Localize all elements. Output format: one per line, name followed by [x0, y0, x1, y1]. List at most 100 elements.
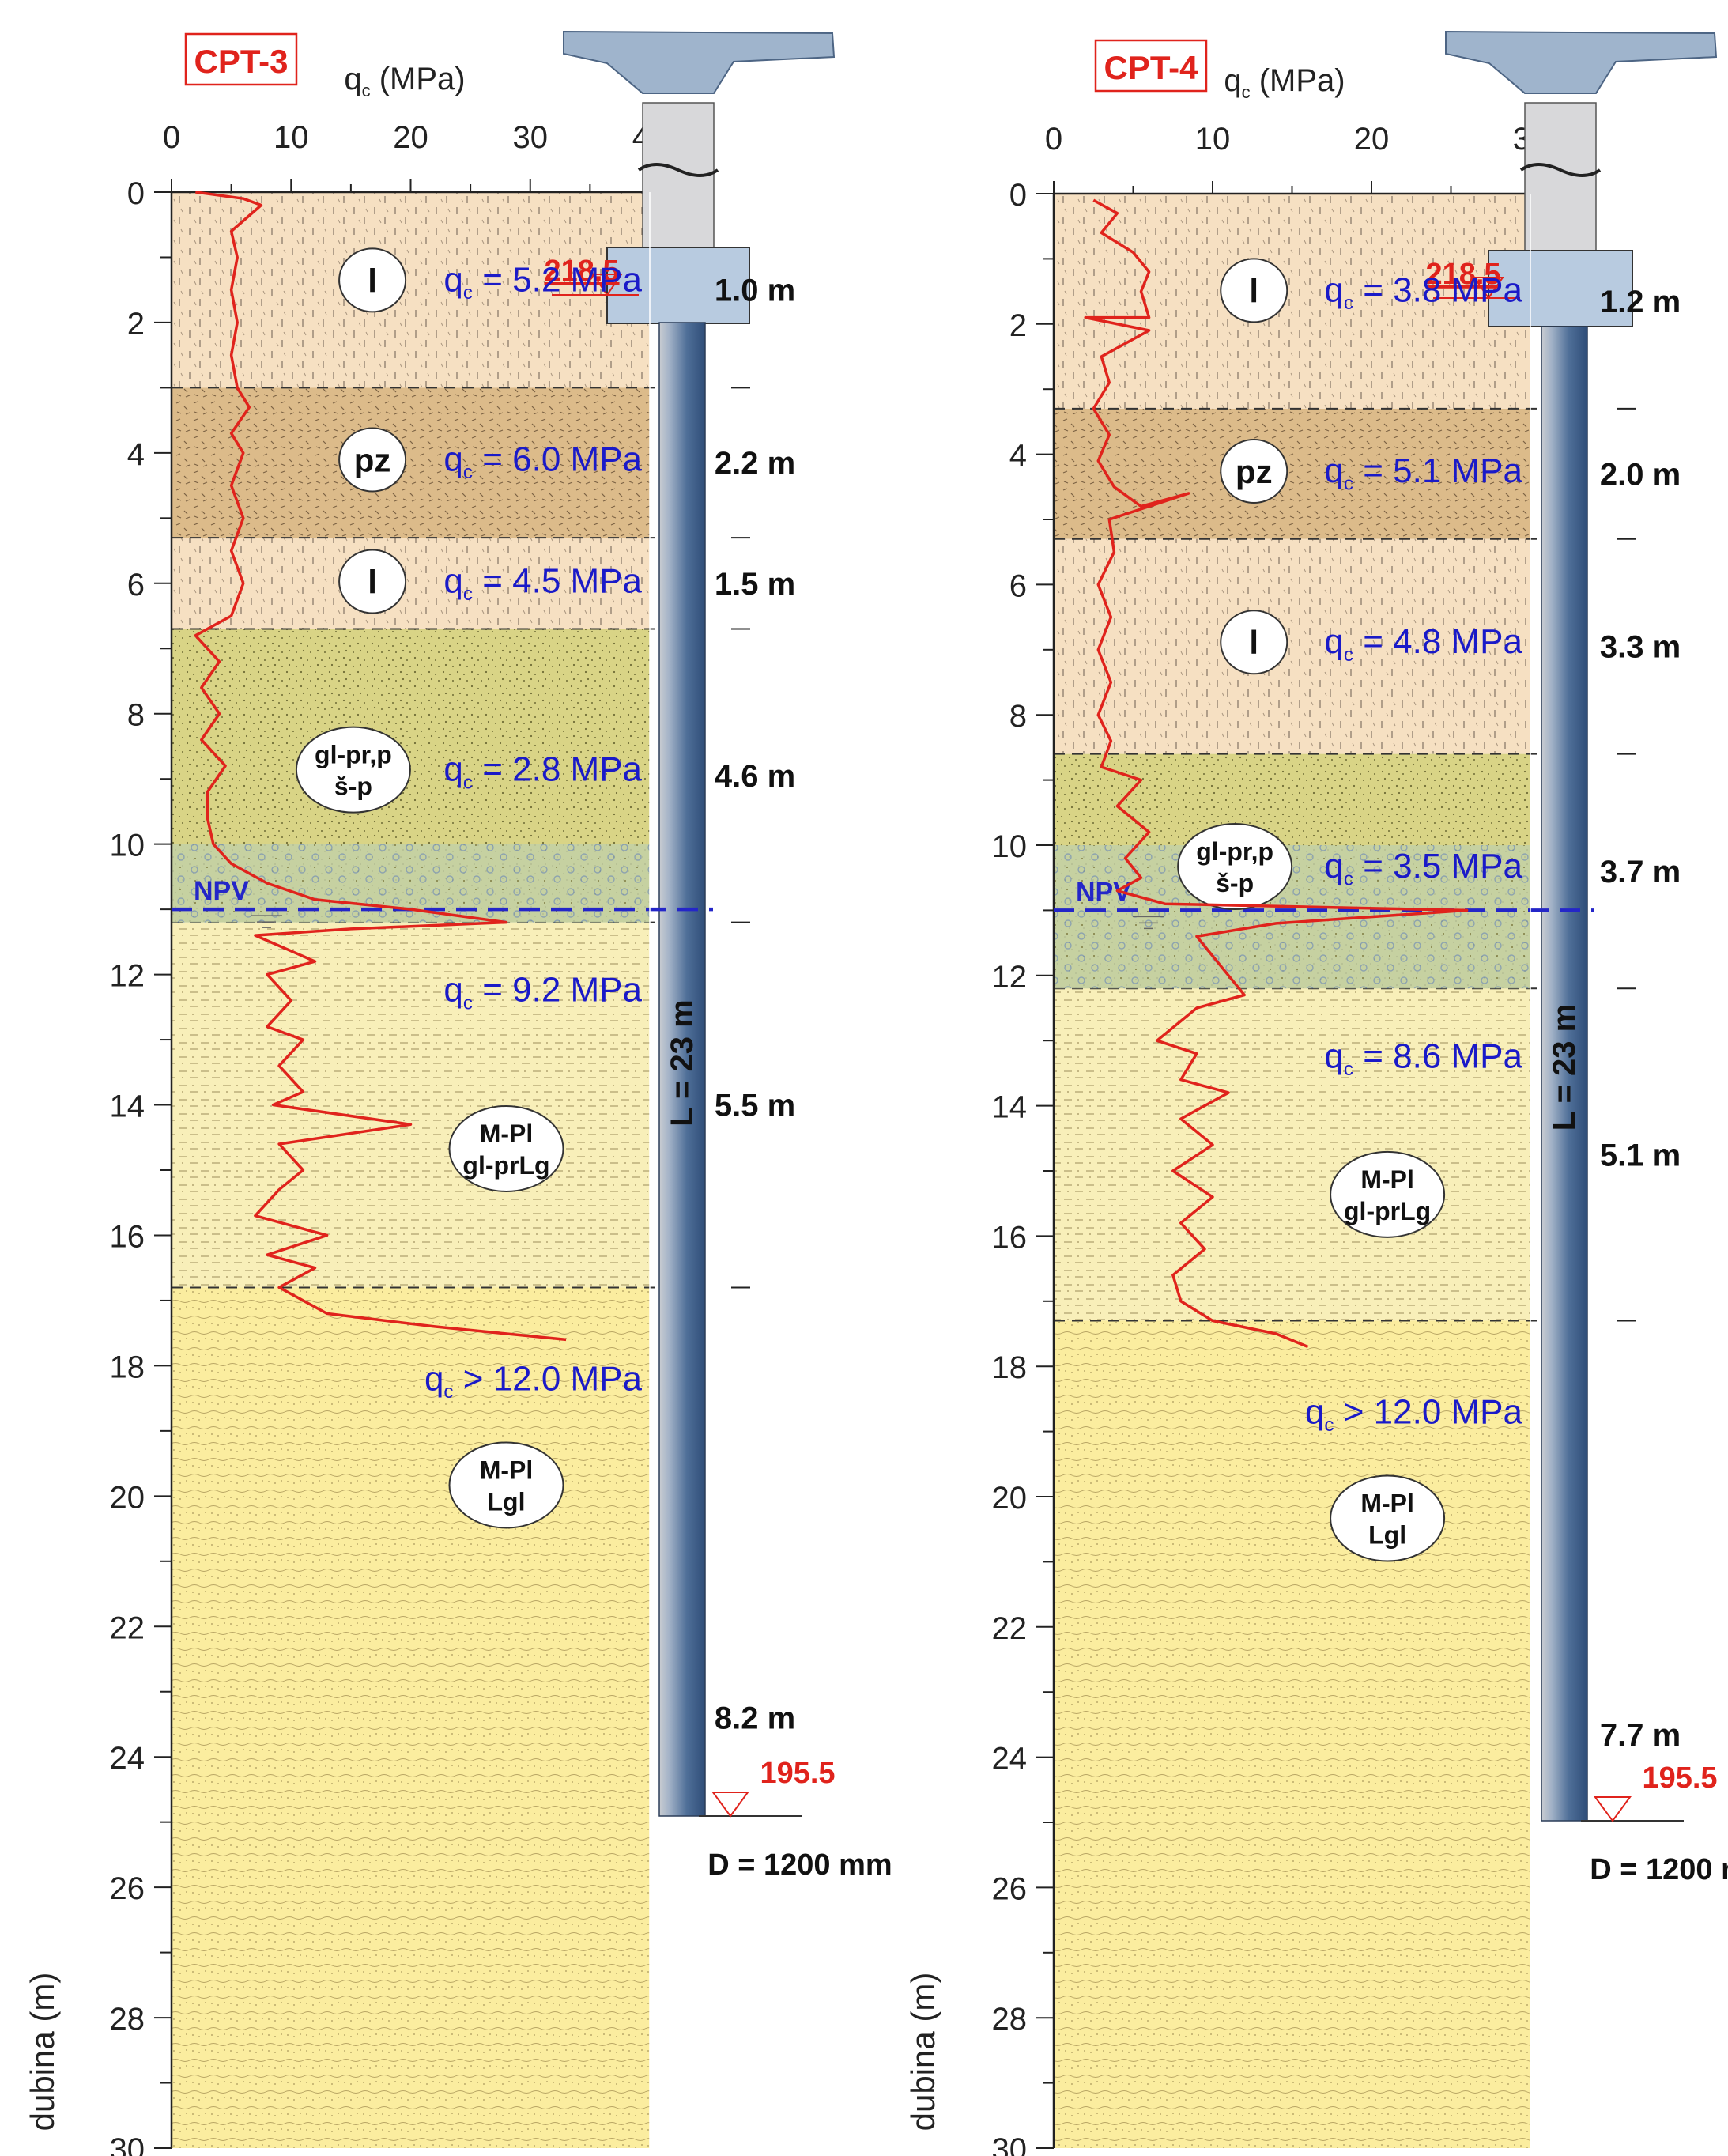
- y-tick-label: 6: [1009, 568, 1027, 603]
- soil-symbol-circle: [338, 247, 407, 313]
- cpt-3-panel: 024681012141618202224262830010203040qc (…: [110, 30, 892, 2156]
- title-box: [184, 32, 298, 86]
- y-axis-label-cpt4: dubina (m): [904, 1973, 941, 2131]
- layer-thickness-label: 5.1 m: [1600, 1138, 1681, 1172]
- qc-annotation: qc = 4.8 MPa: [1324, 622, 1522, 666]
- y-tick-label: 16: [110, 1219, 145, 1254]
- layer-thickness-label: 1.2 m: [1600, 285, 1681, 319]
- toe-elevation-triangle: [1594, 1796, 1632, 1822]
- y-tick-label: 22: [110, 1610, 145, 1645]
- cap-elevation-triangle: [591, 274, 623, 296]
- soil-symbol-circle: [1220, 258, 1288, 323]
- qc-annotation: qc = 6.0 MPa: [443, 440, 642, 483]
- x-tick-label: 10: [1195, 122, 1231, 157]
- layer-thickness-label: 1.0 m: [715, 274, 795, 308]
- soil-symbol-circle: [338, 549, 407, 614]
- break-symbol: [637, 163, 719, 177]
- y-tick-label: 24: [110, 1741, 145, 1776]
- y-tick-label: 8: [127, 698, 145, 733]
- y-tick-label: 2: [1009, 308, 1027, 343]
- layer-thickness-label: 3.3 m: [1600, 630, 1681, 665]
- layer-thickness-label: 7.7 m: [1600, 1718, 1681, 1753]
- layer-thickness-label: 1.5 m: [715, 567, 795, 602]
- layer-thickness-label: 2.0 m: [1600, 457, 1681, 492]
- layer-thickness-label: 3.7 m: [1600, 855, 1681, 889]
- y-tick-label: 0: [1009, 178, 1027, 213]
- soil-symbol-circle: [448, 1104, 564, 1192]
- soil-symbol-label: gl-pr,p: [1196, 837, 1273, 866]
- qc-annotation: qc > 12.0 MPa: [424, 1359, 643, 1403]
- x-axis-label: qc (MPa): [1224, 63, 1345, 102]
- soil-symbol-circle: [1330, 1150, 1446, 1238]
- y-tick-label: 2: [127, 307, 145, 342]
- soil-symbol-label: gl-prLg: [462, 1151, 549, 1180]
- pile-cap: [606, 247, 750, 324]
- pile-shaft: [658, 322, 706, 1817]
- y-tick-label: 0: [127, 176, 145, 211]
- y-axis-label-cpt3: dubina (m): [24, 1973, 61, 2131]
- pile-cap: [1488, 250, 1633, 327]
- soil-symbol-label: š-p: [1216, 869, 1254, 897]
- y-tick-label: 30: [992, 2132, 1028, 2156]
- layer-thickness-label: 8.2 m: [715, 1701, 795, 1736]
- layer-thickness-label: 5.5 m: [715, 1089, 795, 1123]
- pile-length-label: L = 23 m: [1547, 1004, 1582, 1131]
- soil-symbol-label: Lgl: [488, 1487, 526, 1516]
- y-tick-label: 8: [1009, 699, 1027, 734]
- soil-symbol-label: pz: [1236, 453, 1273, 490]
- toe-elevation-triangle: [711, 1792, 749, 1818]
- qc-annotation: qc = 5.2 MPa: [443, 260, 642, 304]
- water-table-symbol: [1133, 916, 1164, 930]
- y-tick-label: 30: [110, 2132, 145, 2156]
- x-tick-label: 0: [1045, 122, 1062, 157]
- soil-layer-loess: [172, 192, 650, 388]
- y-tick-label: 26: [110, 1871, 145, 1906]
- y-tick-label: 14: [992, 1090, 1028, 1125]
- y-tick-label: 26: [992, 1871, 1028, 1906]
- y-tick-label: 6: [127, 568, 145, 602]
- y-tick-label: 20: [110, 1480, 145, 1515]
- soil-symbol-label: Lgl: [1368, 1521, 1406, 1550]
- soil-layer-sand: [172, 1287, 650, 2148]
- x-tick-label: 0: [163, 120, 180, 155]
- y-tick-label: 4: [127, 437, 145, 472]
- x-tick-label: 20: [393, 120, 428, 155]
- soil-layer-loess: [1054, 194, 1530, 409]
- soil-symbol-label: M-Pl: [1360, 1165, 1414, 1194]
- soil-symbol-label: l: [1249, 272, 1258, 309]
- soil-symbol-label: l: [1249, 624, 1258, 661]
- chart-title: CPT-4: [1104, 49, 1198, 86]
- soil-layer-pz: [1054, 408, 1530, 539]
- chart-title: CPT-3: [194, 43, 288, 80]
- y-tick-label: 12: [110, 959, 145, 994]
- soil-layer-loess: [1054, 538, 1530, 754]
- cap-elevation-label: 218.5: [1425, 258, 1500, 291]
- soil-layer-pz: [172, 387, 650, 538]
- qc-annotation: qc > 12.0 MPa: [1305, 1393, 1523, 1437]
- soil-layer-sand: [1054, 1320, 1530, 2148]
- y-tick-label: 22: [992, 1611, 1028, 1646]
- qc-annotation: qc = 5.1 MPa: [1324, 451, 1522, 495]
- pile-shaft: [1541, 326, 1588, 1822]
- x-tick-label: 30: [513, 120, 549, 155]
- break-symbol: [1519, 163, 1602, 177]
- soil-symbol-circle: [295, 726, 411, 814]
- soil-symbol-circle: [1220, 610, 1288, 675]
- soil-symbol-circle: [448, 1441, 564, 1529]
- cpt-profile-line: [194, 191, 567, 1342]
- layer-thickness-label: 2.2 m: [715, 446, 795, 481]
- qc-annotation: qc = 4.5 MPa: [443, 561, 642, 605]
- soil-symbol-circle: [1220, 439, 1288, 504]
- x-tick-label: 20: [1354, 122, 1390, 157]
- layer-thickness-label: 4.6 m: [715, 759, 795, 794]
- cap-elevation-label: 218.5: [544, 255, 619, 288]
- soil-symbol-label: l: [368, 262, 377, 299]
- y-tick-label: 14: [110, 1089, 145, 1124]
- y-tick-label: 28: [110, 2002, 145, 2037]
- qc-annotation: qc = 8.6 MPa: [1324, 1036, 1522, 1080]
- y-tick-label: 12: [992, 960, 1028, 995]
- soil-symbol-label: gl-pr,p: [315, 741, 392, 769]
- cap-elevation-triangle: [1473, 277, 1504, 300]
